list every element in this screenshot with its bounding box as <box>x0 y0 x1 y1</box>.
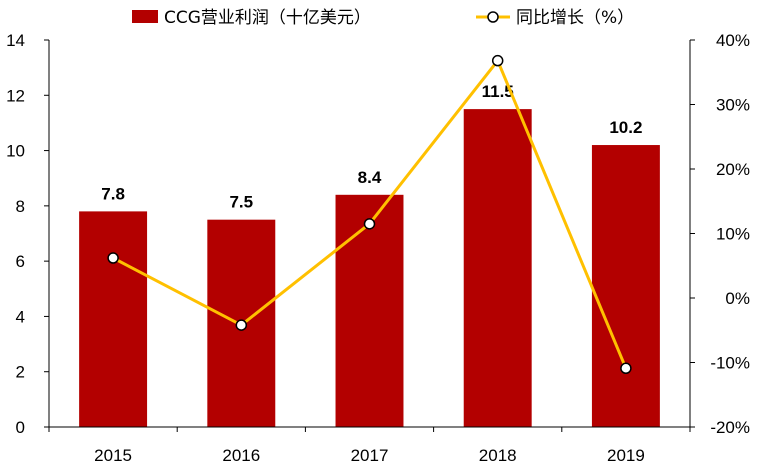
right-tick-label: -10% <box>710 354 750 373</box>
left-tick-label: 6 <box>16 252 25 271</box>
left-tick-label: 4 <box>16 307 25 326</box>
left-tick-label: 14 <box>6 31 25 50</box>
right-tick-label: -20% <box>710 418 750 437</box>
legend: CCG营业利润（十亿美元） 同比增长（%） <box>132 8 634 28</box>
left-tick-label: 8 <box>16 197 25 216</box>
axes: 0 2 4 6 8 10 12 14 -20% -10% 0% 10% 20% 30% 40% 2015 201… <box>6 31 750 465</box>
legend-line-label: 同比增长（%） <box>516 8 634 28</box>
bar-label-2016: 7.5 <box>229 193 253 212</box>
bar-label-2018: 11.5 <box>482 82 514 101</box>
growth-point-2017 <box>363 218 376 230</box>
bar-2018 <box>463 109 532 427</box>
right-tick-label: 20% <box>716 160 750 179</box>
bar-label-2019: 10.2 <box>609 118 642 137</box>
x-tick-label: 2017 <box>351 446 389 465</box>
legend-bar-label: CCG营业利润（十亿美元） <box>164 8 371 28</box>
right-tick-label: 10% <box>716 225 750 244</box>
x-tick-label: 2016 <box>222 446 260 465</box>
bar-2017 <box>335 194 404 427</box>
growth-point-2015 <box>107 252 119 264</box>
bar-label-2017: 8.4 <box>358 168 382 187</box>
growth-point-2018 <box>491 54 504 67</box>
growth-point-2019 <box>620 362 632 375</box>
line-series <box>107 54 632 375</box>
bar-label-2015: 7.8 <box>101 184 125 203</box>
left-tick-label: 2 <box>16 363 25 382</box>
bar-data-labels: 7.8 7.5 8.4 11.5 10.2 <box>101 82 642 212</box>
right-tick-label: 30% <box>716 96 750 115</box>
right-tick-label: 0% <box>725 289 750 308</box>
bar-series <box>79 109 660 428</box>
bar-2019 <box>591 145 660 428</box>
left-tick-label: 0 <box>16 418 25 437</box>
right-tick-label: 40% <box>716 31 750 50</box>
x-tick-label: 2019 <box>607 446 645 465</box>
left-tick-label: 12 <box>6 86 25 105</box>
x-tick-label: 2015 <box>94 446 132 465</box>
growth-point-2016 <box>235 319 248 331</box>
legend-line-marker <box>487 11 499 23</box>
x-tick-label: 2018 <box>479 446 517 465</box>
bar-2015 <box>79 211 148 427</box>
legend-bar-swatch <box>132 10 158 23</box>
left-tick-label: 10 <box>6 142 25 161</box>
